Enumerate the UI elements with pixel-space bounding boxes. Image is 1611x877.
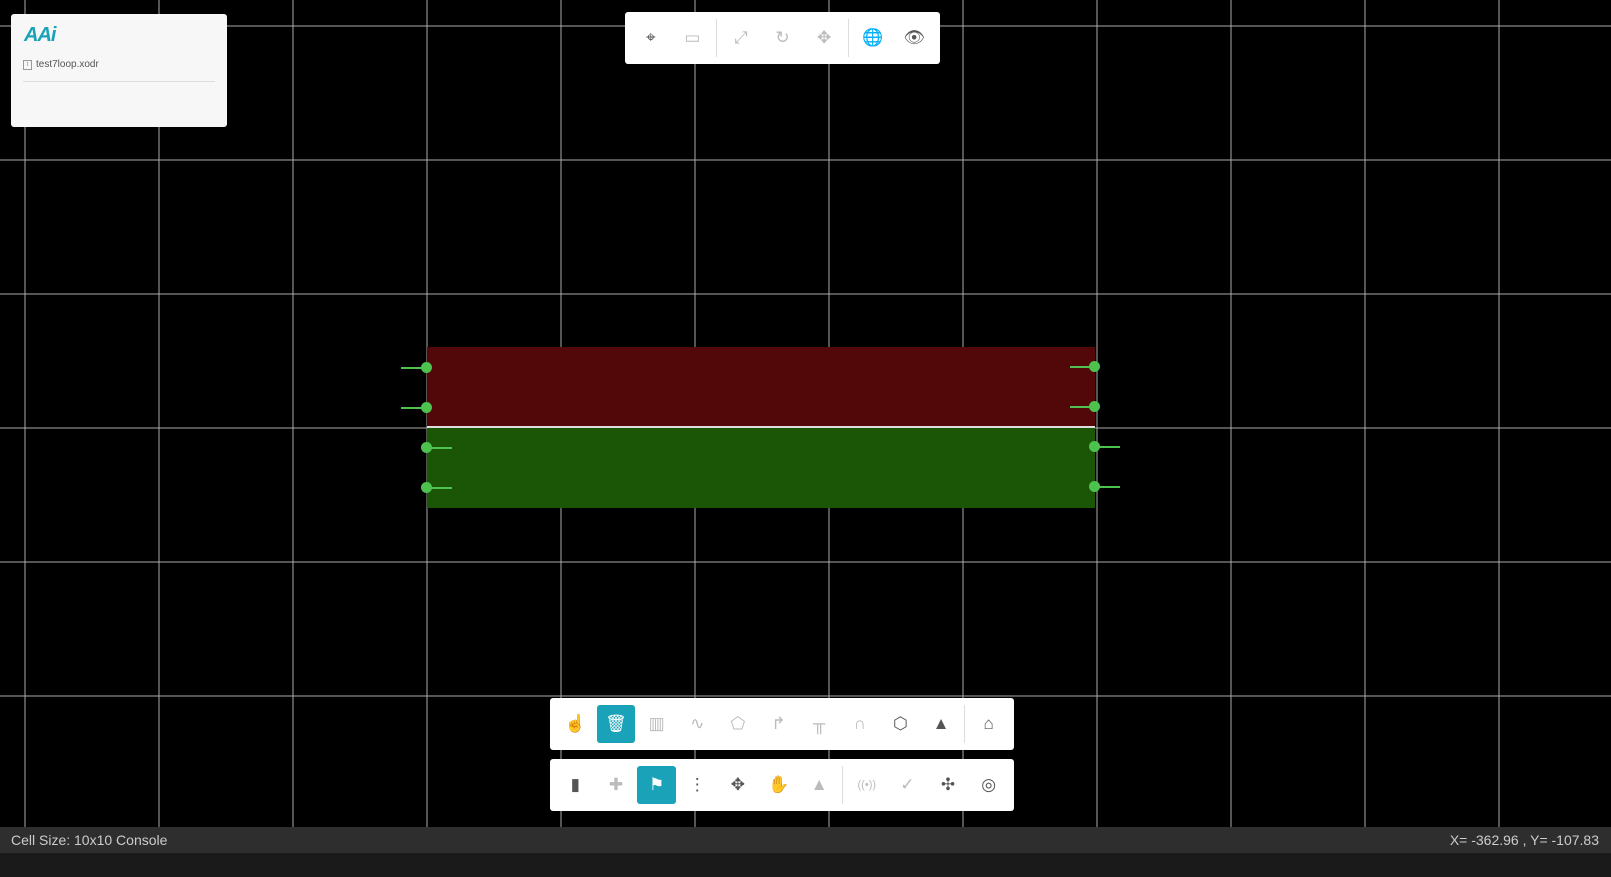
edit-toolbar: ☝ 🗑 ▥ ∿ ⬠ ↱ ╥ ∩ ⬡ ▲ ⌂ bbox=[550, 698, 1014, 750]
lane-icon: ▥ bbox=[648, 714, 665, 733]
file-panel: AAi t test7loop.xodr bbox=[11, 14, 227, 127]
status-bar: Cell Size: 10x10 Console X= -362.96 , Y=… bbox=[0, 827, 1611, 853]
lane-link bbox=[1095, 486, 1120, 488]
lamp-button[interactable]: ▲ bbox=[922, 705, 961, 743]
curve-button[interactable]: ∿ bbox=[678, 705, 717, 743]
focus-button[interactable]: ⌖ bbox=[631, 19, 671, 57]
road-lane-left[interactable] bbox=[427, 347, 1095, 427]
lane-node[interactable] bbox=[1089, 401, 1100, 412]
turn-sign-button[interactable]: ↱ bbox=[759, 705, 798, 743]
roundabout-button[interactable]: ✣ bbox=[929, 766, 968, 804]
cell-size-text: Cell Size: 10x10 Console bbox=[11, 832, 168, 848]
check-button[interactable]: ✓ bbox=[888, 766, 927, 804]
lane-node[interactable] bbox=[421, 402, 432, 413]
road-icon: ▮ bbox=[570, 775, 580, 794]
pointer-icon: ☝ bbox=[564, 714, 586, 733]
lane-link bbox=[401, 407, 426, 409]
check-icon: ✓ bbox=[900, 775, 915, 794]
divider bbox=[23, 81, 215, 82]
lane-button[interactable]: ▥ bbox=[637, 705, 676, 743]
view-toolbar: ⌖ ▭ ⤢ ↻ ✥ 🌐 👁 bbox=[625, 12, 940, 64]
bridge-icon: ╥ bbox=[813, 714, 826, 733]
target-button[interactable]: ◎ bbox=[969, 766, 1008, 804]
tunnel-icon: ∩ bbox=[853, 714, 866, 733]
lamp-icon: ▲ bbox=[932, 714, 950, 733]
lane-link bbox=[1070, 406, 1095, 408]
signpost-button[interactable]: ⚑ bbox=[637, 766, 676, 804]
trash-icon: 🗑 bbox=[605, 714, 627, 733]
signal-button[interactable]: ((•)) bbox=[847, 766, 886, 804]
traffic-light-button[interactable]: ⋮ bbox=[678, 766, 717, 804]
toolbar-divider bbox=[842, 766, 844, 804]
lane-node[interactable] bbox=[1089, 361, 1100, 372]
tunnel-button[interactable]: ∩ bbox=[840, 705, 879, 743]
roundabout-icon: ✣ bbox=[940, 775, 956, 794]
move-button[interactable]: ✥ bbox=[804, 19, 844, 57]
signpost-icon: ⚑ bbox=[648, 775, 665, 794]
create-toolbar: ▮ ✚ ⚑ ⋮ ✥ ✋ ▲ ((•)) ✓ ✣ ◎ bbox=[550, 759, 1014, 811]
objects-button[interactable]: ⬡ bbox=[881, 705, 920, 743]
road-lane-right[interactable] bbox=[427, 428, 1095, 508]
tag-icon: ⌂ bbox=[983, 714, 994, 733]
polygon-icon: ⬠ bbox=[730, 714, 746, 733]
lane-link bbox=[401, 367, 426, 369]
toolbar-divider bbox=[964, 705, 966, 743]
expand-button[interactable]: ⤢ bbox=[721, 19, 761, 57]
hand-icon: ✋ bbox=[767, 775, 790, 794]
objects-icon: ⬡ bbox=[893, 714, 908, 733]
toolbar-divider bbox=[716, 19, 718, 57]
lane-node[interactable] bbox=[421, 482, 432, 493]
globe-icon: 🌐 bbox=[862, 28, 884, 47]
focus-icon: ⌖ bbox=[646, 28, 656, 47]
signal-icon: ((•)) bbox=[857, 779, 877, 791]
ruler-icon: ▭ bbox=[684, 28, 701, 47]
lane-link bbox=[1095, 446, 1120, 448]
turn-sign-icon: ↱ bbox=[771, 714, 786, 733]
junction-button[interactable]: ✚ bbox=[597, 766, 636, 804]
eye-icon: 👁 bbox=[903, 28, 926, 47]
pointer-button[interactable]: ☝ bbox=[556, 705, 595, 743]
road-button[interactable]: ▮ bbox=[556, 766, 595, 804]
globe-button[interactable]: 🌐 bbox=[853, 19, 893, 57]
terrain-button[interactable]: ▲ bbox=[800, 766, 839, 804]
ruler-button[interactable]: ▭ bbox=[673, 19, 713, 57]
file-item[interactable]: t test7loop.xodr bbox=[23, 59, 99, 70]
polygon-button[interactable]: ⬠ bbox=[719, 705, 758, 743]
move-arrows-icon: ✥ bbox=[730, 775, 745, 794]
tag-button[interactable]: ⌂ bbox=[969, 705, 1008, 743]
lane-node[interactable] bbox=[1089, 441, 1100, 452]
hand-button[interactable]: ✋ bbox=[759, 766, 798, 804]
lane-link bbox=[427, 447, 452, 449]
move-arrows-button[interactable]: ✥ bbox=[719, 766, 758, 804]
lane-node[interactable] bbox=[1089, 481, 1100, 492]
bridge-button[interactable]: ╥ bbox=[800, 705, 839, 743]
coordinates-readout: X= -362.96 , Y= -107.83 bbox=[1449, 832, 1599, 848]
curve-icon: ∿ bbox=[690, 714, 705, 733]
road-centerline bbox=[427, 426, 1095, 428]
logo: AAi bbox=[24, 24, 56, 46]
lane-link bbox=[427, 487, 452, 489]
bottom-strip bbox=[0, 853, 1611, 877]
move-icon: ✥ bbox=[816, 28, 832, 47]
lane-node[interactable] bbox=[421, 442, 432, 453]
rotate-button[interactable]: ↻ bbox=[763, 19, 803, 57]
file-name: test7loop.xodr bbox=[36, 59, 99, 70]
lane-node[interactable] bbox=[421, 362, 432, 373]
trash-button[interactable]: 🗑 bbox=[596, 705, 636, 743]
toolbar-divider bbox=[847, 19, 849, 57]
terrain-icon: ▲ bbox=[810, 775, 828, 794]
junction-icon: ✚ bbox=[608, 775, 624, 794]
expand-icon: ⤢ bbox=[734, 28, 748, 47]
eye-button[interactable]: 👁 bbox=[894, 19, 934, 57]
file-icon: t bbox=[23, 59, 32, 70]
target-icon: ◎ bbox=[981, 775, 997, 794]
lane-link bbox=[1070, 366, 1095, 368]
traffic-light-icon: ⋮ bbox=[688, 775, 706, 794]
rotate-icon: ↻ bbox=[775, 28, 790, 47]
